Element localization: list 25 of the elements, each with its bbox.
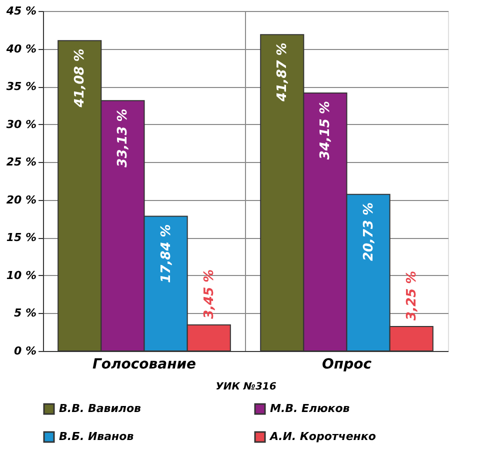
legend-label: В.В. Вавилов	[59, 402, 142, 415]
y-tick-label: 5 %	[14, 306, 36, 320]
y-tick-label: 45 %	[5, 4, 36, 18]
y-tick-label: 30 %	[6, 118, 36, 131]
data-label: 34,15 %	[318, 100, 334, 160]
data-label: 41,87 %	[275, 42, 290, 102]
y-tick-label: 25 %	[6, 156, 36, 169]
y-tick-label: 15 %	[6, 231, 36, 244]
data-label: 3,45 %	[202, 269, 217, 319]
x-axis-title: УИК №316	[216, 382, 276, 392]
x-tick-label: Голосование	[92, 356, 196, 372]
y-tick-label: 40 %	[5, 42, 36, 56]
legend-label: В.Б. Иванов	[59, 430, 134, 443]
legend-label: М.В. Елюков	[270, 402, 350, 415]
legend-label: А.И. Коротченко	[269, 430, 376, 443]
y-tick-label: 10 %	[6, 268, 36, 282]
data-label: 41,08 %	[72, 48, 88, 108]
data-label: 33,13 %	[116, 108, 131, 168]
y-tick-label: 20 %	[6, 193, 36, 206]
y-tick-label: 0 %	[14, 344, 36, 358]
x-tick-label: Опрос	[322, 356, 372, 372]
data-label: 17,84 %	[158, 224, 174, 283]
data-label: 3,25 %	[404, 270, 420, 320]
data-label: 20,73 %	[361, 202, 376, 262]
y-tick-label: 35 %	[6, 80, 36, 94]
